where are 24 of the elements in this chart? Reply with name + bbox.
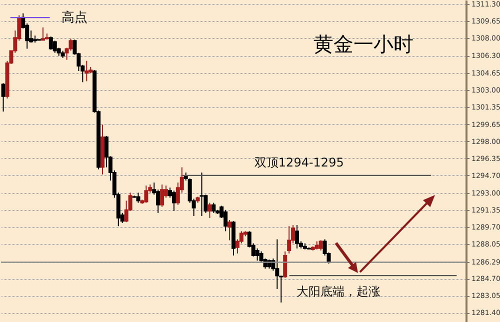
candlestick [255,248,260,262]
candlestick [84,60,89,82]
candlestick [136,192,140,204]
candlestick [160,184,164,208]
ref-line-label: 高点 [61,10,88,26]
candlestick [295,224,300,249]
candlestick [52,40,57,54]
candlestick [228,220,232,241]
candlestick [275,238,280,290]
candlestick [208,202,212,218]
candlestick [318,240,323,251]
candlestick [172,190,176,212]
candlestick [48,36,53,50]
candlestick [287,226,292,254]
candlestick [40,26,45,42]
candlestick [144,185,148,204]
text: 黄金一小时 [314,32,414,56]
ref-line-label: 双顶1294-1295 [254,155,344,170]
candlestick [224,209,228,232]
candlestick [1,82,6,112]
candlestick [283,250,288,278]
candlestick [200,172,204,217]
ref-line-label: 大阳底端，起涨 [296,284,380,299]
candlestick [212,202,216,214]
